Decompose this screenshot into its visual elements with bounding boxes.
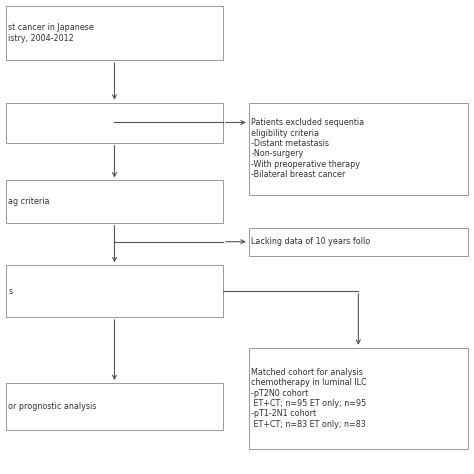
FancyBboxPatch shape	[249, 103, 468, 195]
FancyBboxPatch shape	[6, 265, 223, 317]
Text: ag criteria: ag criteria	[9, 197, 50, 206]
FancyBboxPatch shape	[6, 181, 223, 223]
FancyBboxPatch shape	[6, 103, 223, 143]
Text: Patients excluded sequentia
eligibility criteria
-Distant metastasis
-Non-surger: Patients excluded sequentia eligibility …	[251, 118, 364, 179]
Text: or prognostic analysis: or prognostic analysis	[9, 402, 97, 411]
FancyBboxPatch shape	[249, 348, 468, 449]
Text: Matched cohort for analysis
chemotherapy in luminal ILC
-pT2N0 cohort
 ET+CT; n=: Matched cohort for analysis chemotherapy…	[251, 368, 367, 429]
FancyBboxPatch shape	[249, 228, 468, 256]
FancyBboxPatch shape	[6, 383, 223, 430]
Text: s: s	[9, 287, 13, 296]
Text: st cancer in Japanese
istry, 2004-2012: st cancer in Japanese istry, 2004-2012	[9, 24, 94, 43]
Text: Lacking data of 10 years follo: Lacking data of 10 years follo	[251, 237, 370, 246]
FancyBboxPatch shape	[6, 6, 223, 60]
